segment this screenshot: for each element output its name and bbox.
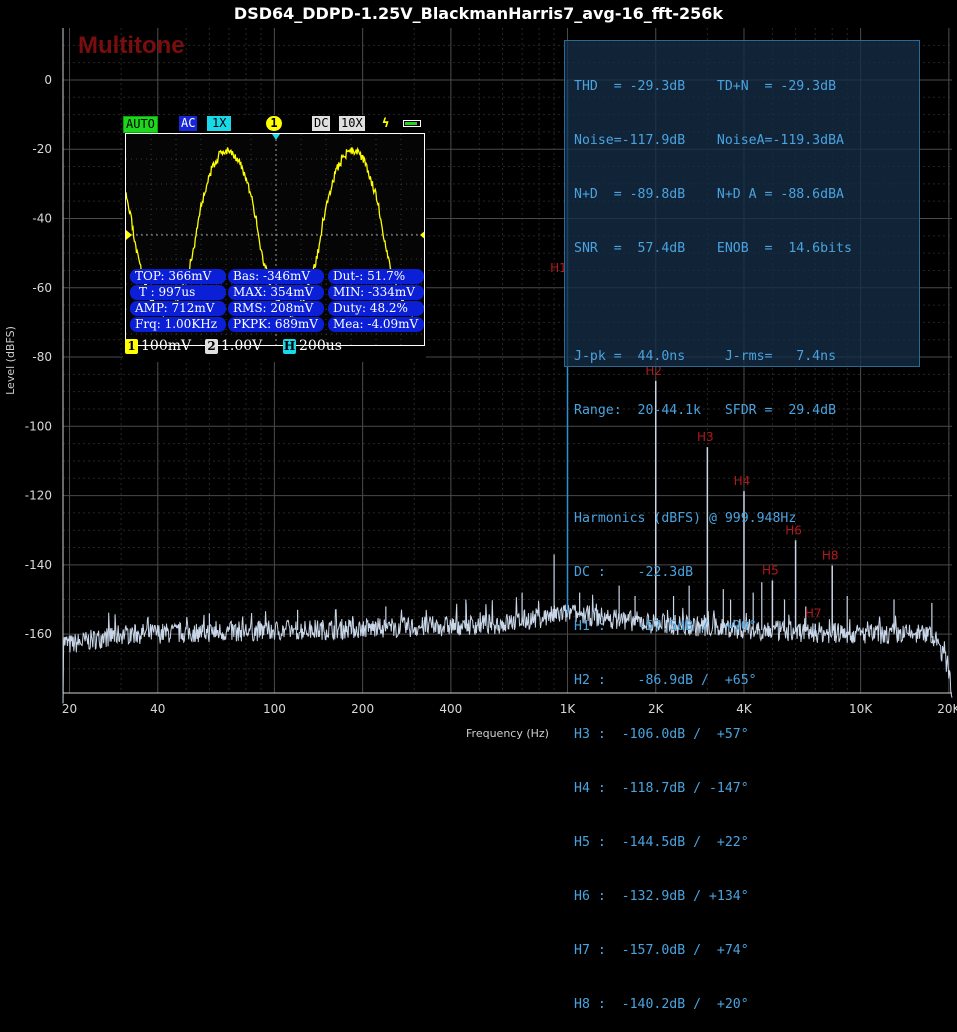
ch1-scale-value: 100mV bbox=[141, 338, 192, 354]
x-tick-label: 40 bbox=[150, 702, 165, 716]
harmonic-label: H4 bbox=[734, 474, 751, 488]
x-tick-label: 10K bbox=[849, 702, 873, 716]
y-axis-label: Level (dBFS) bbox=[4, 326, 17, 395]
measurement-min: MIN: -334mV bbox=[328, 285, 424, 300]
stats-line: H7 : -157.0dB / +74° bbox=[574, 943, 749, 958]
measurement-period: T : 997us bbox=[130, 285, 226, 300]
y-tick-label: -140 bbox=[25, 558, 52, 572]
x-tick-label: 1K bbox=[560, 702, 577, 716]
trigger-level-marker-icon bbox=[126, 230, 132, 240]
stats-line: THD = -29.3dB TD+N = -29.3dB bbox=[574, 79, 837, 94]
y-tick-label: -40 bbox=[32, 211, 52, 225]
x-tick-label: 20K bbox=[937, 702, 957, 716]
stats-line: H5 : -144.5dB / +22° bbox=[574, 835, 749, 850]
y-tick-label: -60 bbox=[32, 281, 52, 295]
harmonic-label: H1 bbox=[550, 261, 567, 275]
y-tick-label: -100 bbox=[25, 419, 52, 433]
ch2-scale-value: 1.00V bbox=[221, 338, 263, 354]
y-tick-label: -80 bbox=[32, 350, 52, 364]
x-tick-label: 2K bbox=[648, 702, 665, 716]
measurement-rms: RMS: 208mV bbox=[228, 301, 324, 316]
stats-line: Harmonics (dBFS) @ 999.948Hz bbox=[574, 511, 797, 526]
stats-line: H6 : -132.9dB / +134° bbox=[574, 889, 749, 904]
trigger-level-marker-icon bbox=[420, 231, 424, 239]
oscilloscope-inset: AUTO AC 1X 1 DC 10X ϟ TOP: 366mV Bas: -3… bbox=[123, 115, 426, 362]
trigger-position-marker-icon bbox=[272, 134, 280, 140]
stats-line: N+D = -89.8dB N+D A = -88.6dBA bbox=[574, 187, 844, 202]
stats-line: H4 : -118.7dB / -147° bbox=[574, 781, 749, 796]
channel1-marker-icon: 1 bbox=[266, 116, 282, 131]
stats-line: Range: 20-44.1k SFDR = 29.4dB bbox=[574, 403, 837, 418]
watermark-label: Multitone bbox=[78, 32, 185, 59]
harmonic-label: H3 bbox=[697, 430, 714, 444]
harmonic-label: H8 bbox=[822, 549, 839, 563]
harmonic-label: H5 bbox=[762, 563, 779, 577]
timebase-scale: H 200us bbox=[283, 337, 342, 355]
noise-floor-trace bbox=[62, 594, 953, 704]
coupling-badge: AC bbox=[179, 116, 198, 131]
harmonic-label: H7 bbox=[805, 607, 822, 621]
battery-icon bbox=[403, 120, 421, 127]
x-axis-label: Frequency (Hz) bbox=[466, 727, 549, 740]
y-tick-label: 0 bbox=[44, 73, 52, 87]
measurement-top: TOP: 366mV bbox=[130, 269, 226, 284]
measurement-duty-neg: Dut-: 51.7% bbox=[328, 269, 424, 284]
x-tick-label: 200 bbox=[351, 702, 374, 716]
timebase-badge: H bbox=[283, 339, 296, 354]
measurement-duty: Duty: 48.2% bbox=[328, 301, 424, 316]
x-tick-label: 4K bbox=[736, 702, 753, 716]
x-tick-label: 20 bbox=[62, 702, 77, 716]
scope-screen: TOP: 366mV Bas: -346mV Dut-: 51.7% T : 9… bbox=[125, 133, 425, 346]
measurement-amp: AMP: 712mV bbox=[130, 301, 226, 316]
x-tick-label: 400 bbox=[439, 702, 462, 716]
y-tick-label: -120 bbox=[25, 489, 52, 503]
ch2-badge: 2 bbox=[205, 339, 218, 354]
harmonic-label: H2 bbox=[645, 364, 662, 378]
stats-line bbox=[574, 294, 919, 312]
measurement-pkpk: PKPK: 689mV bbox=[228, 317, 324, 332]
timebase-scale-value: 200us bbox=[299, 338, 342, 354]
coupling2-badge: DC bbox=[312, 116, 331, 131]
ch2-scale: 2 1.00V bbox=[205, 337, 262, 355]
measurement-max: MAX: 354mV bbox=[228, 285, 324, 300]
stats-line: J-pk = 44.0ns J-rms= 7.4ns bbox=[574, 349, 837, 364]
measurement-base: Bas: -346mV bbox=[228, 269, 324, 284]
auto-mode-badge: AUTO bbox=[123, 116, 158, 133]
rising-edge-icon: ϟ bbox=[382, 116, 390, 130]
x-tick-label: 100 bbox=[263, 702, 286, 716]
stats-line: H8 : -140.2dB / +20° bbox=[574, 997, 749, 1012]
measurement-frequency: Frq: 1.00KHz bbox=[130, 317, 226, 332]
stats-line: Noise=-117.9dB NoiseA=-119.3dBA bbox=[574, 133, 844, 148]
stats-line: H3 : -106.0dB / +57° bbox=[574, 727, 749, 742]
stats-line bbox=[574, 456, 919, 474]
ch1-scale: 1 100mV bbox=[125, 337, 191, 355]
y-tick-label: -20 bbox=[32, 142, 52, 156]
probe-badge: 1X bbox=[207, 116, 232, 131]
stats-line: SNR = 57.4dB ENOB = 14.6bits bbox=[574, 241, 852, 256]
measurement-mean: Mea: -4.09mV bbox=[328, 317, 424, 332]
y-tick-label: -160 bbox=[25, 627, 52, 641]
chart-title: DSD64_DDPD-1.25V_BlackmanHarris7_avg-16_… bbox=[233, 4, 724, 23]
probe2-badge: 10X bbox=[339, 116, 365, 131]
stats-panel: THD = -29.3dB TD+N = -29.3dB Noise=-117.… bbox=[564, 40, 920, 1012]
stats-line: DC : -22.3dB bbox=[574, 565, 694, 580]
ch1-badge: 1 bbox=[125, 339, 138, 354]
stats-line: H2 : -86.9dB / +65° bbox=[574, 673, 757, 688]
harmonic-label: H6 bbox=[785, 523, 802, 537]
stats-line: H1 : -57.5dB / +90° bbox=[574, 619, 757, 634]
